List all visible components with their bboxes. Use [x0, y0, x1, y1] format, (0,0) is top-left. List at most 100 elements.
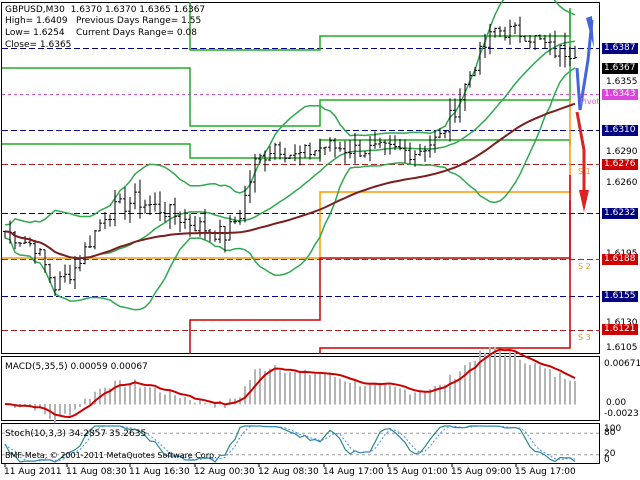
time-tick: 14 Aug 17:00 [323, 467, 384, 477]
time-tick: 15 Aug 01:00 [387, 467, 448, 477]
macd-bar [404, 389, 406, 405]
macd-bar [89, 398, 91, 405]
macd-bar [229, 398, 231, 405]
macd-tick: 0.00 [606, 398, 627, 408]
time-tick: 11 Aug 16:30 [129, 467, 190, 477]
level-label-4: 1.6155 [602, 291, 638, 302]
macd-bar [414, 392, 416, 405]
time-tick: 11 Aug 08:30 [66, 467, 127, 477]
macd-bar [569, 380, 571, 405]
macd-bar [184, 396, 186, 405]
macd-bar [394, 386, 396, 405]
macd-bar [94, 391, 96, 405]
ma-line [4, 102, 576, 260]
macd-bar [289, 372, 291, 405]
macd-bar [344, 381, 346, 405]
day-box-red-lower [319, 200, 571, 354]
forecast-down-line [575, 111, 586, 195]
moving-average-line [4, 102, 576, 260]
time-tick: 12 Aug 08:30 [258, 467, 319, 477]
macd-bar [399, 388, 401, 405]
macd-bar [279, 370, 281, 405]
day-box-top-green [189, 2, 571, 51]
macd-bar [74, 404, 76, 410]
macd-bar [84, 398, 86, 405]
macd-bar [169, 389, 171, 405]
macd-bar [59, 404, 61, 416]
macd-bar [549, 369, 551, 405]
forecast-arrows [575, 16, 594, 212]
macd-bar [364, 386, 366, 405]
macd-bar [529, 365, 531, 405]
macd-bar [479, 350, 481, 405]
macd-pane-frame [1, 356, 600, 421]
macd-bar [204, 403, 206, 405]
macd-bar [244, 386, 246, 405]
macd-bar [429, 389, 431, 405]
bollinger-middle [4, 40, 576, 260]
stoch-tick: 20 [604, 449, 616, 459]
time-tick: 15 Aug 17:00 [515, 467, 576, 477]
macd-bar [349, 383, 351, 405]
high-value: High= 1.6409 [5, 16, 68, 26]
bollinger-lower [4, 67, 576, 311]
macd-bar [159, 392, 161, 405]
macd-bar [419, 391, 421, 405]
price-tick: 1.6260 [606, 178, 638, 188]
symbol-info-line: GBPUSD,M30 1.6370 1.6370 1.6365 1.6367 [5, 5, 206, 15]
macd-bar [39, 404, 41, 409]
macd-bar [504, 355, 506, 405]
macd-bar [259, 368, 261, 405]
macd-title: MACD(5,35,5) 0.00059 0.00067 [5, 362, 148, 372]
stoch-tick: 100 [604, 424, 622, 434]
stochastic-indicator [2, 425, 600, 463]
macd-bar [299, 372, 301, 405]
macd-bar [499, 350, 501, 405]
macd-bar [119, 380, 121, 405]
macd-bar [274, 365, 276, 405]
macd-bar [69, 404, 71, 416]
level-label-2: 1.6310 [602, 125, 638, 136]
macd-bar [294, 372, 296, 405]
macd-bar [484, 352, 486, 405]
macd-bar [534, 362, 536, 405]
macd-bar [444, 384, 446, 405]
macd-bar [104, 387, 106, 405]
pivot-label: Pivot [580, 97, 600, 106]
macd-bar [474, 360, 476, 405]
current-days-range: Current Days Range= 0.08 [76, 28, 197, 38]
macd-bar [224, 404, 226, 408]
macd-bar [519, 359, 521, 405]
macd-bar [189, 400, 191, 405]
macd-bar [514, 352, 516, 405]
macd-bar [574, 381, 576, 405]
macd-bar [109, 388, 111, 405]
macd-bar [564, 378, 566, 405]
time-tick: 15 Aug 09:00 [451, 467, 512, 477]
macd-bar [554, 376, 556, 405]
macd-tick: -0.0023 [604, 409, 639, 419]
macd-bar [149, 387, 151, 405]
macd-bar [374, 382, 376, 405]
macd-bar [124, 387, 126, 405]
macd-bar [489, 346, 491, 405]
macd-bar [409, 394, 411, 405]
level-label-3: 1.6232 [602, 208, 638, 219]
s2-label: S 2 [578, 262, 591, 271]
macd-bar [319, 373, 321, 405]
day-box-red-upper [189, 175, 571, 354]
macd-bar [459, 371, 461, 405]
macd-bar [324, 374, 326, 405]
price-pane-frame [1, 2, 600, 354]
macd-bar [139, 387, 141, 405]
macd-bar [164, 394, 166, 405]
s2-price-label: 1.6188 [602, 254, 638, 265]
stoch-signal-line [4, 425, 576, 462]
day-box-orange [2, 100, 571, 259]
macd-bar [134, 379, 136, 405]
macd-bar [154, 387, 156, 405]
pivot-level-lines [2, 48, 600, 331]
stoch-tick: 0 [604, 455, 610, 465]
